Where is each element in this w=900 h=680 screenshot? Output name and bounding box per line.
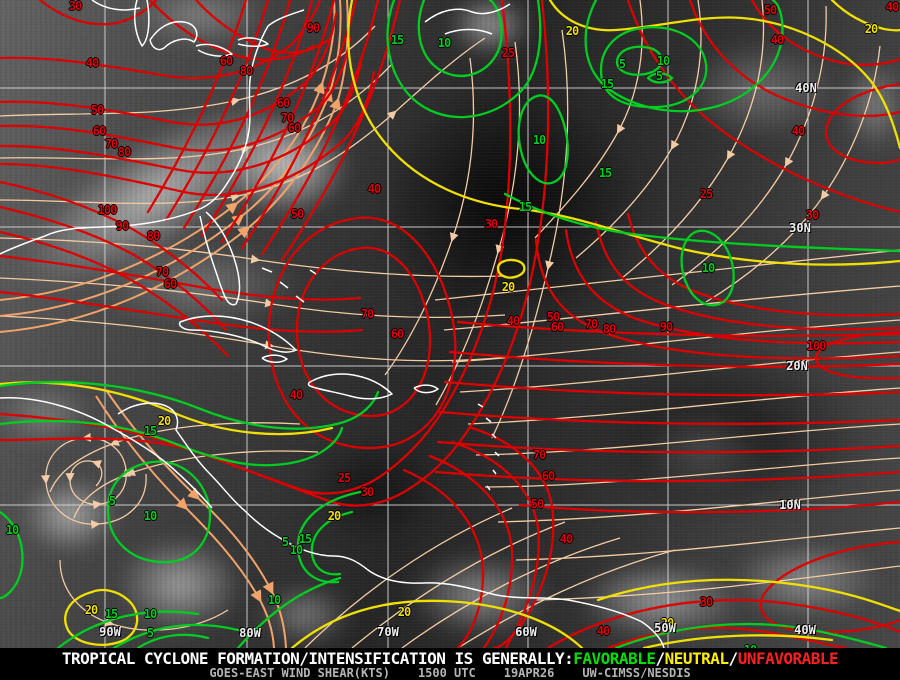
valid-time: 1500 UTC [417, 666, 476, 680]
contours-yellow [0, 0, 900, 648]
streamline-layer [0, 0, 900, 648]
product-name: GOES-EAST WIND SHEAR(KTS) [209, 666, 390, 680]
unfavorable-label: UNFAVORABLE [737, 649, 839, 668]
streamline-jet-layer [0, 0, 349, 648]
neutral-label: NEUTRAL [664, 649, 729, 668]
contours-green [0, 0, 900, 648]
headline: TROPICAL CYCLONE FORMATION/INTENSIFICATI… [0, 649, 900, 668]
credit: UW-CIMSS/NESDIS [582, 666, 691, 680]
separator: / [655, 649, 665, 668]
headline-prefix: TROPICAL CYCLONE FORMATION/INTENSIFICATI… [61, 649, 574, 668]
separator: / [728, 649, 739, 668]
caption-bar: TROPICAL CYCLONE FORMATION/INTENSIFICATI… [0, 648, 900, 680]
latlon-grid [0, 0, 900, 648]
valid-date: 19APR26 [503, 666, 555, 680]
subtitle: GOES-EAST WIND SHEAR(KTS) 1500 UTC 19APR26… [0, 666, 900, 680]
contours-red [0, 0, 900, 648]
favorable-label: FAVORABLE [573, 649, 656, 668]
satellite-map[interactable]: 30 90 25 50 40 40 40 60 80 60 70 60 50 60 70 80 100 90 80 5… [0, 0, 900, 648]
coastlines [0, 0, 665, 648]
analysis-overlay [0, 0, 900, 648]
